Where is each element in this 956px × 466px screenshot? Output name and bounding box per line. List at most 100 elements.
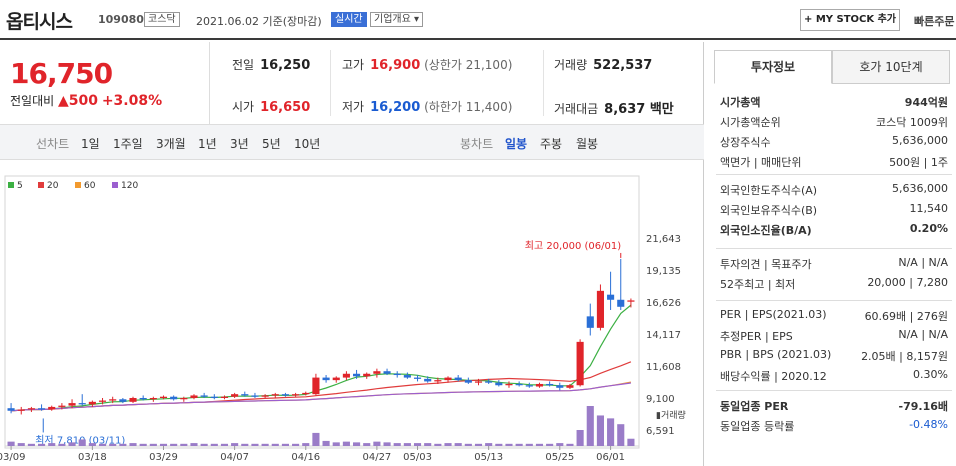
candle	[566, 383, 574, 390]
candle	[413, 375, 422, 382]
volume-bar	[627, 438, 635, 446]
info-label: 시가총액순위	[720, 116, 781, 129]
tab-3year[interactable]: 3년	[230, 137, 249, 151]
tab-investment-info[interactable]: 투자정보	[714, 50, 832, 84]
info-row: 동일업종 PER -79.16배	[720, 398, 948, 414]
volume-bar	[434, 443, 442, 446]
candle	[393, 371, 401, 378]
candle	[190, 394, 198, 400]
info-row: 투자의견 | 목표주가 N/A | N/A	[720, 256, 948, 272]
high-price: 고가 16,900 (상한가 21,100)	[342, 58, 513, 73]
volume-bar	[98, 443, 107, 446]
volume-bar	[383, 442, 391, 446]
y-tick-label: 6,591	[646, 426, 675, 437]
volume-bar	[464, 443, 472, 446]
info-value: -79.16배	[898, 400, 948, 413]
tab-1week[interactable]: 1주일	[113, 137, 143, 151]
info-label: 외국인소진율(B/A)	[720, 224, 812, 237]
volume-bar	[58, 443, 66, 446]
add-my-stock-button[interactable]: + MY STOCK 추가	[800, 9, 900, 31]
candle	[149, 396, 157, 402]
low-price: 저가 16,200 (하한가 11,400)	[342, 100, 513, 115]
change-percent: +3.08%	[101, 93, 163, 109]
volume-bar	[271, 443, 279, 446]
candle	[231, 392, 239, 398]
tab-1year[interactable]: 1년	[198, 137, 217, 151]
realtime-tag[interactable]: 실시간	[331, 12, 367, 27]
info-label: 상장주식수	[720, 136, 771, 149]
candle	[373, 368, 381, 378]
tab-1day[interactable]: 1일	[81, 137, 100, 151]
line-chart-label: 선차트	[36, 137, 70, 151]
candle	[170, 395, 178, 401]
current-price: 16,750	[10, 57, 113, 90]
volume-bar	[159, 443, 168, 446]
tab-weekly[interactable]: 주봉	[540, 137, 563, 151]
volume-bar	[78, 439, 86, 446]
candle	[596, 284, 604, 331]
candle	[251, 392, 259, 398]
trade-amount: 거래대금 8,637 백만	[554, 102, 674, 117]
candle	[58, 403, 66, 410]
y-tick-label: 21,643	[646, 234, 681, 245]
company-info-dropdown[interactable]: 기업개요 ▾	[370, 12, 423, 27]
candle	[444, 376, 452, 383]
candle	[546, 381, 554, 387]
candle	[27, 406, 35, 413]
info-row: 외국인소진율(B/A) 0.20%	[720, 222, 948, 238]
tab-10year[interactable]: 10년	[294, 137, 321, 151]
candle	[607, 271, 615, 310]
volume-bar	[556, 443, 564, 446]
candle	[220, 395, 229, 400]
volume-bar	[27, 443, 35, 446]
volume-bar	[149, 443, 157, 446]
volume-bar	[48, 443, 56, 446]
volume-bar	[109, 443, 117, 446]
volume-bar	[292, 443, 300, 446]
tab-monthly[interactable]: 월봉	[576, 137, 599, 151]
tab-5year[interactable]: 5년	[262, 137, 281, 151]
info-value: -0.48%	[909, 418, 948, 431]
tab-quote-10[interactable]: 호가 10단계	[832, 50, 950, 84]
candle	[129, 396, 137, 404]
stock-chart[interactable]: 5 20 60 120 21,643 19,135 16,626 14,117 11,608 9,…	[0, 160, 704, 466]
ma-line-5	[11, 304, 632, 412]
volume-bar	[424, 443, 432, 446]
candle	[424, 376, 432, 383]
volume-bar	[373, 441, 381, 446]
candle	[464, 377, 472, 384]
info-row: 시가총액 944억원	[720, 94, 948, 110]
info-row: 추정PER | EPS N/A | N/A	[720, 328, 948, 344]
chart-period-tabs: 선차트 1일 1주일 3개월 1년 3년 5년 10년 봉차트 일봉 주봉 월봉	[0, 124, 704, 160]
candle	[342, 371, 350, 381]
candle	[78, 394, 86, 406]
tab-daily[interactable]: 일봉	[505, 137, 528, 151]
volume: 거래량 522,537	[554, 58, 653, 73]
tab-3month[interactable]: 3개월	[156, 137, 186, 151]
info-value: 5,636,000	[892, 182, 948, 195]
candle	[617, 258, 625, 310]
x-tick-label: 03/09	[0, 452, 25, 463]
legend-label: 60	[84, 181, 96, 191]
info-value: 코스닥 1009위	[876, 116, 948, 129]
x-tick-label: 03/29	[149, 452, 178, 463]
candle	[403, 372, 411, 379]
y-tick-label: 9,100	[646, 394, 675, 405]
volume-bar	[281, 443, 289, 446]
candle	[332, 376, 340, 383]
candle	[322, 375, 330, 383]
volume-bar	[261, 443, 269, 446]
volume-bar	[485, 443, 493, 446]
candle	[68, 399, 76, 409]
volume-bar	[17, 443, 25, 446]
volume-bar	[322, 440, 330, 446]
volume-bar	[38, 443, 46, 446]
volume-bar	[88, 443, 96, 446]
info-value: 11,540	[909, 202, 949, 215]
candle	[7, 403, 15, 414]
volume-bar	[342, 441, 350, 446]
y-tick-label: 11,608	[646, 362, 681, 373]
candle	[38, 404, 46, 411]
candle	[48, 405, 56, 411]
quick-order-link[interactable]: 빠른주문	[914, 15, 955, 28]
